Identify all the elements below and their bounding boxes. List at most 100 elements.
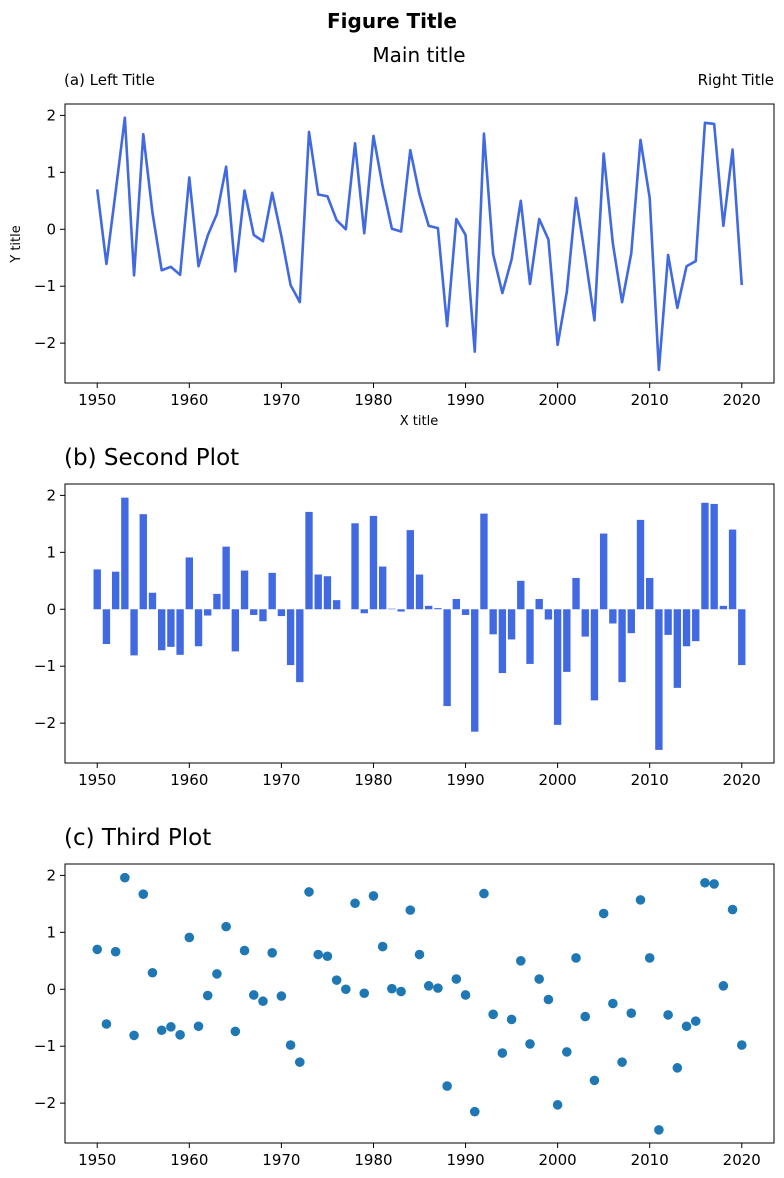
- point-2019: [727, 904, 738, 915]
- panel-a-main-title: Main title: [372, 43, 465, 67]
- x-tick-label: 2010: [631, 391, 669, 409]
- x-tick-label: 1990: [446, 771, 484, 789]
- panel-b-plot: 1950 1960 1970 1980 1990 2000 2010 2020 −2 −1 0 1 2: [34, 483, 775, 789]
- point-2006: [608, 998, 618, 1009]
- panel-a-right-title: Right Title: [698, 71, 774, 89]
- point-2020: [736, 1040, 747, 1050]
- point-2017: [709, 879, 719, 889]
- y-tick-label: −1: [34, 657, 56, 675]
- bar-1951: [102, 609, 111, 644]
- point-1973: [304, 887, 314, 897]
- point-1957: [156, 1025, 167, 1036]
- point-1990: [460, 990, 471, 1000]
- bar-2006: [609, 609, 617, 624]
- point-1989: [451, 974, 462, 984]
- bar-2020: [738, 609, 746, 666]
- x-tick-label: 1960: [170, 771, 208, 789]
- point-1991: [469, 1106, 480, 1117]
- y-tick-label: 0: [46, 600, 56, 618]
- point-1965: [230, 1026, 241, 1037]
- point-2018: [718, 981, 729, 991]
- figure-suptitle: Figure Title: [327, 9, 457, 33]
- point-1966: [239, 945, 250, 956]
- bar-1984: [406, 530, 414, 610]
- bar-1961: [194, 609, 203, 647]
- point-2011: [654, 1125, 664, 1135]
- x-tick-label: 1970: [262, 391, 300, 409]
- x-tick-label: 1960: [170, 391, 208, 409]
- point-1952: [110, 946, 121, 957]
- x-tick-label: 2000: [539, 1151, 577, 1169]
- point-2002: [571, 953, 581, 963]
- bar-1971: [286, 609, 295, 666]
- x-tick-label: 2020: [723, 1151, 761, 1169]
- bar-1965: [231, 609, 240, 652]
- bar-2007: [618, 609, 626, 683]
- panel-a: Main title (a) Left Title Right Title 19…: [9, 43, 775, 429]
- point-1984: [405, 905, 416, 915]
- point-2005: [598, 908, 609, 919]
- axes-frame: [64, 483, 775, 764]
- axes-frame: [64, 863, 775, 1144]
- point-2015: [690, 1016, 701, 1026]
- bar-1998: [535, 599, 543, 610]
- bar-1996: [517, 580, 525, 610]
- point-1962: [202, 990, 213, 1001]
- bar-1982: [388, 608, 396, 610]
- x-tick-label: 2020: [723, 771, 761, 789]
- y-tick-label: 2: [46, 486, 56, 504]
- x-tick-label: 1970: [262, 1151, 300, 1169]
- bar-2012: [664, 609, 672, 635]
- x-tick-label: 2000: [539, 391, 577, 409]
- bar-2004: [590, 609, 599, 701]
- bar-2009: [636, 519, 645, 610]
- point-1987: [433, 983, 443, 993]
- point-1979: [359, 988, 370, 999]
- bar-1986: [425, 605, 433, 610]
- point-1956: [147, 967, 158, 978]
- bar-1950: [93, 569, 101, 610]
- bar-1981: [378, 566, 387, 610]
- bar-2019: [728, 529, 737, 610]
- point-1998: [534, 974, 544, 984]
- point-1967: [248, 990, 259, 1000]
- bar-1989: [452, 599, 461, 610]
- bar-1978: [351, 523, 359, 610]
- point-1958: [166, 1022, 176, 1032]
- bar-1967: [250, 609, 258, 615]
- bar-2013: [673, 609, 682, 688]
- point-1980: [368, 891, 379, 901]
- point-1994: [497, 1048, 508, 1058]
- y-tick-label: −2: [34, 334, 56, 352]
- bar-2015: [692, 609, 700, 642]
- x-tick-label: 2000: [539, 771, 577, 789]
- x-tick-label: 1980: [354, 771, 392, 789]
- bar-1956: [148, 592, 157, 610]
- y-tick-label: 1: [46, 163, 56, 181]
- point-2016: [700, 877, 710, 888]
- bar-1993: [489, 609, 497, 635]
- y-tick-label: −1: [34, 1037, 56, 1055]
- bar-1952: [111, 571, 120, 610]
- point-1969: [267, 948, 277, 958]
- point-1964: [221, 921, 231, 932]
- panel-a-xlabel: X title: [400, 414, 438, 429]
- x-tick-label: 2010: [631, 771, 669, 789]
- point-1976: [331, 975, 342, 985]
- bar-1973: [305, 511, 313, 610]
- bar-1976: [332, 600, 341, 610]
- point-1959: [175, 1030, 185, 1040]
- bar-2002: [572, 577, 580, 610]
- point-1972: [295, 1057, 305, 1067]
- x-tick-label: 1980: [354, 1151, 392, 1169]
- bar-1963: [213, 593, 221, 610]
- point-1975: [322, 951, 333, 962]
- y-tick-label: 2: [46, 866, 56, 884]
- point-2009: [635, 895, 646, 905]
- point-1999: [543, 994, 554, 1005]
- panel-c-plot: 1950 1960 1970 1980 1990 2000 2010 2020 −2 −1 0 1 2: [34, 863, 775, 1169]
- x-tick-label: 1990: [446, 1151, 484, 1169]
- bar-1959: [176, 609, 184, 655]
- bar-1960: [185, 557, 193, 610]
- x-tick-label: 1950: [78, 771, 116, 789]
